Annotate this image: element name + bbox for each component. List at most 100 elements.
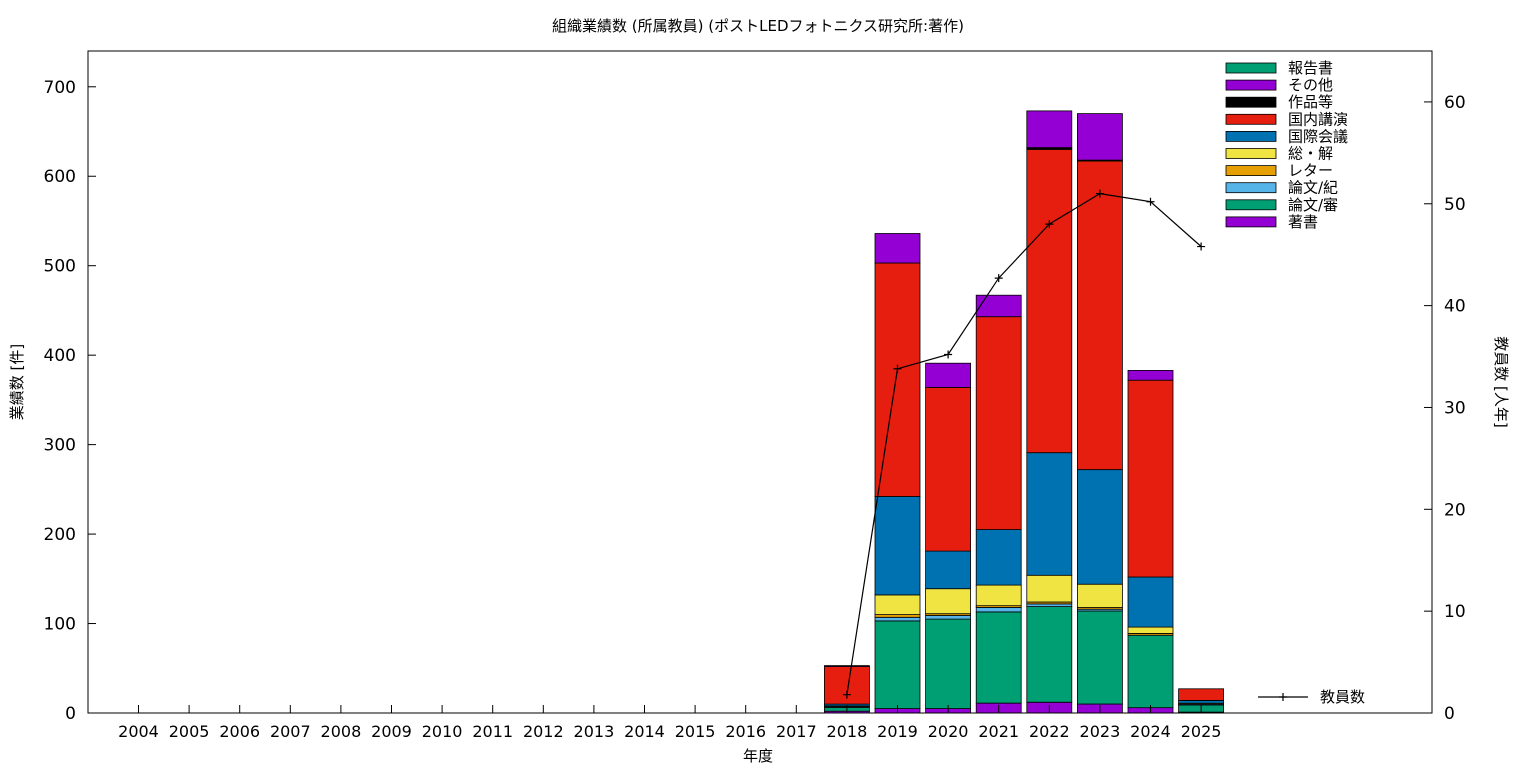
y2-tick-label-20: 20 [1444, 500, 1466, 520]
bar-segment-2019-s8 [874, 233, 921, 264]
x-tick-label-2016: 2016 [725, 722, 766, 741]
bar-segment-2023-s8 [1077, 113, 1123, 161]
bar-segment-2020-s8 [925, 362, 971, 388]
x-axis-label: 年度 [743, 747, 773, 765]
bar-segment-2020-s4 [925, 588, 971, 615]
chart-title: 組織業績数 (所属教員) (ポストLEDフォトニクス研究所:著作) [552, 17, 964, 35]
bar-segment-2021-s4 [975, 584, 1022, 607]
line-point-2018 [842, 690, 851, 699]
x-tick-label-2010: 2010 [422, 722, 463, 741]
line-legend-marker [1279, 693, 1287, 701]
legend-swatch-4 [1225, 130, 1277, 142]
bar-segment-2023-s6 [1077, 160, 1123, 471]
x-tick-label-2018: 2018 [827, 722, 868, 741]
bar-segment-2022-s2 [1026, 603, 1073, 608]
bar-segment-2020-s5 [925, 550, 971, 590]
bar-segment-2024-s6 [1127, 379, 1174, 578]
y2-tick-label-60: 60 [1444, 93, 1466, 113]
y2-tick-label-0: 0 [1444, 704, 1455, 724]
x-tick-label-2017: 2017 [776, 722, 817, 741]
y2-tick-label-40: 40 [1444, 297, 1466, 317]
y2-tick-label-50: 50 [1444, 195, 1466, 215]
legend-swatch-7 [1225, 182, 1277, 194]
legend-label-2: 作品等 [1288, 93, 1333, 111]
x-tick-label-2005: 2005 [169, 722, 210, 741]
y2-tick-label-10: 10 [1444, 602, 1466, 622]
y-tick-label-100: 100 [44, 615, 76, 635]
x-tick-label-2012: 2012 [523, 722, 564, 741]
axes-group: 0 100 200 300 400 500 600 700 0 10 20 30 40 50 60 2004 2… [44, 78, 1466, 741]
legend-label-6: レター [1288, 162, 1333, 180]
line-point-2025 [1197, 242, 1206, 251]
legend-label-8: 論文/審 [1288, 196, 1338, 214]
bar-segment-2023-s5 [1077, 469, 1123, 585]
legend-label-7: 論文/紀 [1288, 179, 1338, 197]
bar-segment-2024-s8 [1127, 369, 1174, 381]
x-tick-label-2020: 2020 [928, 722, 969, 741]
bar-segment-2019-s2 [874, 616, 921, 622]
y-tick-label-200: 200 [44, 525, 76, 545]
bar-segment-2019-s5 [874, 496, 921, 596]
y-tick-label-400: 400 [44, 346, 76, 366]
line-teachers [846, 192, 1202, 695]
bar-segment-2019-s3 [874, 614, 921, 618]
line-point-2019 [893, 364, 902, 373]
x-tick-label-2013: 2013 [574, 722, 615, 741]
x-tick-label-2015: 2015 [675, 722, 716, 741]
bar-segment-2021-s6 [975, 316, 1022, 531]
legend-swatch-0 [1225, 62, 1277, 74]
bar-segment-2019-s1 [874, 620, 921, 710]
legend-swatch-5 [1225, 148, 1277, 159]
bar-segment-2021-s8 [975, 294, 1022, 318]
x-tick-label-2008: 2008 [321, 722, 362, 741]
legend-label-9: 著書 [1288, 213, 1318, 231]
x-tick-label-2022: 2022 [1029, 722, 1070, 741]
x-tick-label-2025: 2025 [1181, 722, 1222, 741]
bar-segment-2022-s1 [1026, 606, 1073, 703]
y-tick-label-600: 600 [44, 167, 76, 187]
x-tick-label-2011: 2011 [472, 722, 513, 741]
x-tick-label-2007: 2007 [270, 722, 311, 741]
bar-segment-2020-s6 [925, 386, 971, 552]
bar-segment-2022-s8 [1026, 110, 1073, 149]
bar-segment-2021-s1 [975, 611, 1022, 704]
line-point-2024 [1146, 197, 1155, 206]
y2-tick-label-30: 30 [1444, 398, 1466, 418]
bar-segment-2020-s2 [925, 615, 971, 620]
bar-segment-2024-s1 [1127, 634, 1174, 709]
y-tick-label-500: 500 [44, 257, 76, 277]
bar-segment-2024-s4 [1127, 626, 1174, 634]
bar-segment-2023-s4 [1077, 583, 1123, 608]
legend-swatch-9 [1225, 216, 1277, 228]
bar-segment-2022-s4 [1026, 574, 1073, 603]
legend-swatch-3 [1225, 113, 1277, 125]
legend-swatch-2 [1225, 96, 1277, 108]
legend-label-1: その他 [1288, 76, 1333, 94]
x-tick-label-2021: 2021 [978, 722, 1019, 741]
line-point-2021 [994, 274, 1003, 283]
legend-label-4: 国際会議 [1288, 127, 1348, 145]
bar-segment-2021-s5 [975, 529, 1022, 586]
plot-frame [87, 50, 1433, 714]
x-tick-label-2024: 2024 [1130, 722, 1171, 741]
bar-segment-2018-s8 [824, 665, 870, 667]
legend-label-5: 総・解 [1288, 145, 1333, 163]
bar-segment-2019-s6 [874, 262, 921, 497]
bar-segment-2022-s6 [1026, 148, 1073, 454]
line-series-group [842, 189, 1206, 699]
bar-segment-2024-s5 [1127, 576, 1174, 628]
bar-segment-2020-s1 [925, 618, 971, 709]
bar-segment-2025-s6 [1178, 688, 1224, 701]
legend-swatch-6 [1225, 165, 1277, 177]
x-tick-label-2004: 2004 [118, 722, 159, 741]
y-axis-label: 業績数 [件] [8, 344, 26, 420]
bar-segment-2023-s1 [1077, 610, 1123, 705]
y2-axis-label: 教員数 [人年] [1492, 336, 1510, 427]
x-tick-label-2019: 2019 [877, 722, 918, 741]
bar-segment-2025-s5 [1178, 700, 1224, 704]
x-tick-label-2009: 2009 [371, 722, 412, 741]
x-tick-label-2023: 2023 [1080, 722, 1121, 741]
bar-segment-2019-s4 [874, 594, 921, 616]
